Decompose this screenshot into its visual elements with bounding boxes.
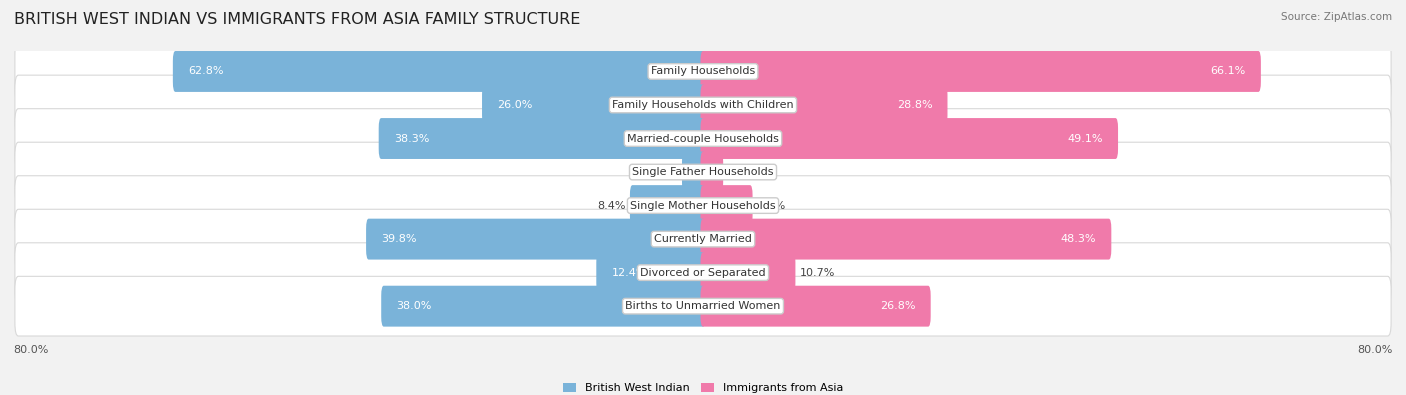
FancyBboxPatch shape (700, 85, 948, 126)
FancyBboxPatch shape (630, 185, 706, 226)
FancyBboxPatch shape (15, 41, 1391, 101)
Text: 38.3%: 38.3% (394, 134, 429, 143)
FancyBboxPatch shape (15, 209, 1391, 269)
FancyBboxPatch shape (15, 176, 1391, 235)
FancyBboxPatch shape (700, 185, 752, 226)
FancyBboxPatch shape (173, 51, 706, 92)
Text: Married-couple Households: Married-couple Households (627, 134, 779, 143)
Text: 10.7%: 10.7% (800, 268, 835, 278)
Text: 66.1%: 66.1% (1211, 66, 1246, 77)
Text: 26.8%: 26.8% (880, 301, 915, 311)
FancyBboxPatch shape (381, 286, 706, 327)
FancyBboxPatch shape (15, 276, 1391, 336)
FancyBboxPatch shape (700, 219, 1111, 260)
Text: 26.0%: 26.0% (498, 100, 533, 110)
Text: Single Mother Households: Single Mother Households (630, 201, 776, 211)
Text: 2.1%: 2.1% (727, 167, 756, 177)
Text: 12.4%: 12.4% (612, 268, 647, 278)
Text: 8.4%: 8.4% (598, 201, 626, 211)
Text: Divorced or Separated: Divorced or Separated (640, 268, 766, 278)
FancyBboxPatch shape (15, 75, 1391, 135)
Text: 2.2%: 2.2% (650, 167, 678, 177)
Text: BRITISH WEST INDIAN VS IMMIGRANTS FROM ASIA FAMILY STRUCTURE: BRITISH WEST INDIAN VS IMMIGRANTS FROM A… (14, 12, 581, 27)
FancyBboxPatch shape (700, 51, 1261, 92)
Text: Currently Married: Currently Married (654, 234, 752, 244)
FancyBboxPatch shape (596, 252, 706, 293)
Text: 48.3%: 48.3% (1060, 234, 1097, 244)
FancyBboxPatch shape (15, 243, 1391, 303)
FancyBboxPatch shape (700, 252, 796, 293)
Text: 28.8%: 28.8% (897, 100, 932, 110)
FancyBboxPatch shape (482, 85, 706, 126)
Text: Family Households with Children: Family Households with Children (612, 100, 794, 110)
Text: 39.8%: 39.8% (381, 234, 416, 244)
FancyBboxPatch shape (15, 109, 1391, 168)
Text: 5.6%: 5.6% (756, 201, 785, 211)
Legend: British West Indian, Immigrants from Asia: British West Indian, Immigrants from Asi… (558, 378, 848, 395)
Text: Family Households: Family Households (651, 66, 755, 77)
FancyBboxPatch shape (378, 118, 706, 159)
Text: Source: ZipAtlas.com: Source: ZipAtlas.com (1281, 12, 1392, 22)
FancyBboxPatch shape (700, 286, 931, 327)
FancyBboxPatch shape (15, 142, 1391, 202)
Text: 62.8%: 62.8% (188, 66, 224, 77)
Text: 38.0%: 38.0% (396, 301, 432, 311)
FancyBboxPatch shape (700, 118, 1118, 159)
FancyBboxPatch shape (682, 152, 706, 192)
Text: 49.1%: 49.1% (1067, 134, 1102, 143)
Text: Births to Unmarried Women: Births to Unmarried Women (626, 301, 780, 311)
FancyBboxPatch shape (700, 152, 723, 192)
FancyBboxPatch shape (366, 219, 706, 260)
Text: Single Father Households: Single Father Households (633, 167, 773, 177)
